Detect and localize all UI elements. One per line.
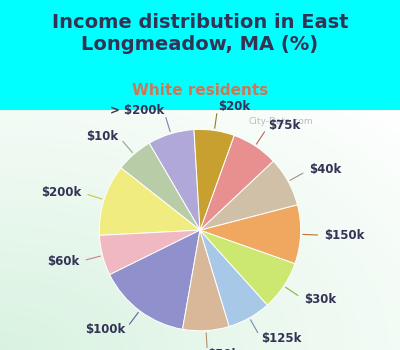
Text: $100k: $100k: [85, 323, 125, 336]
Wedge shape: [110, 230, 200, 329]
Text: $50k: $50k: [208, 348, 240, 350]
Wedge shape: [200, 230, 267, 327]
Wedge shape: [99, 168, 200, 235]
Text: $150k: $150k: [324, 229, 365, 242]
Text: > $200k: > $200k: [110, 104, 164, 117]
Text: $60k: $60k: [47, 255, 79, 268]
Wedge shape: [149, 130, 200, 230]
Text: $30k: $30k: [304, 293, 336, 306]
Text: White residents: White residents: [132, 83, 268, 98]
Wedge shape: [200, 161, 298, 230]
Wedge shape: [121, 143, 200, 230]
Wedge shape: [100, 230, 200, 275]
Text: City-Data.com: City-Data.com: [248, 118, 313, 126]
Wedge shape: [194, 130, 234, 230]
Wedge shape: [200, 230, 295, 305]
Wedge shape: [200, 135, 273, 230]
Text: $200k: $200k: [41, 186, 81, 199]
Text: Income distribution in East
Longmeadow, MA (%): Income distribution in East Longmeadow, …: [52, 13, 348, 54]
Wedge shape: [200, 205, 301, 264]
Wedge shape: [182, 230, 229, 331]
Text: $75k: $75k: [268, 119, 301, 132]
Text: $20k: $20k: [218, 100, 250, 113]
Text: $40k: $40k: [309, 163, 341, 176]
Text: $10k: $10k: [86, 130, 118, 142]
Text: $125k: $125k: [261, 332, 302, 345]
